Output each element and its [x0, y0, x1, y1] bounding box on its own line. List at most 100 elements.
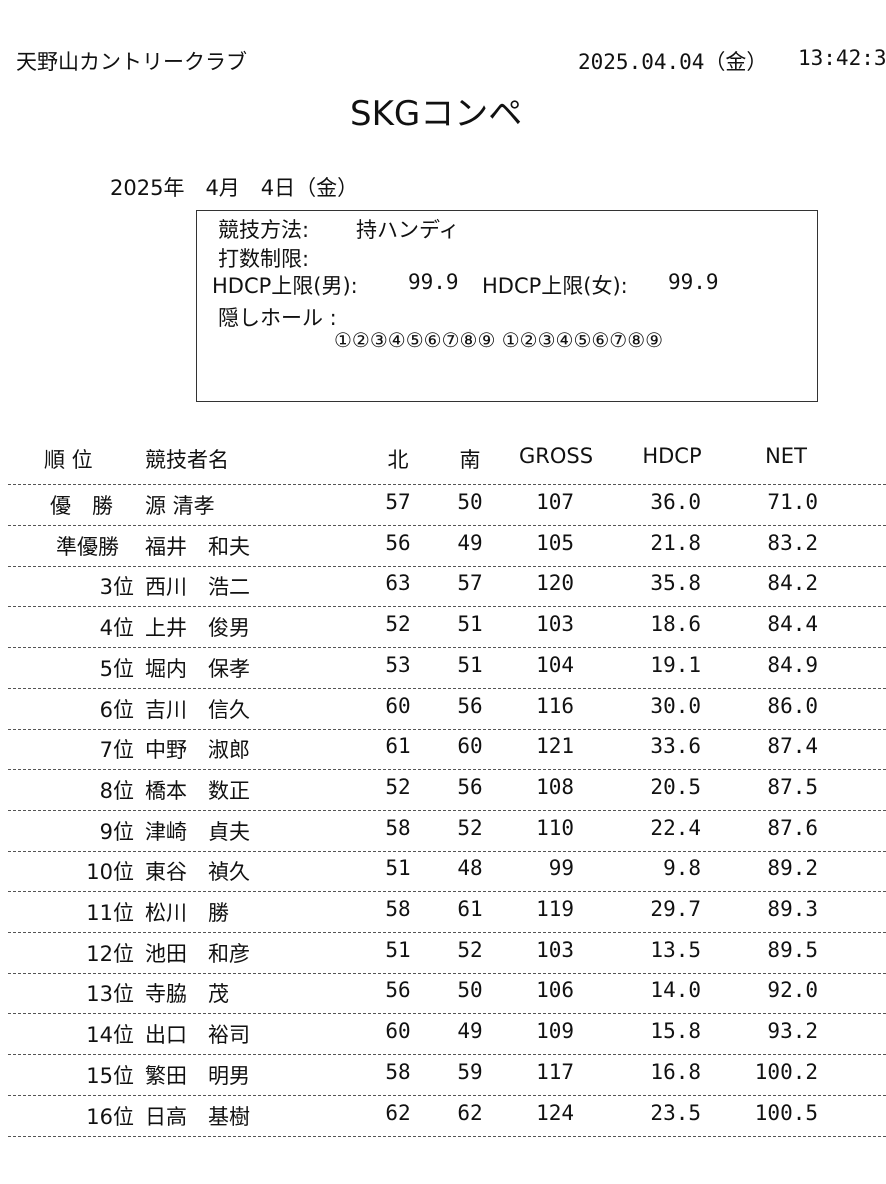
north-cell: 58 [385, 815, 411, 840]
net-cell: 87.5 [767, 774, 818, 799]
net-cell: 71.0 [767, 490, 818, 514]
row-rule [8, 565, 886, 567]
player-cell: 上井 俊男 [145, 616, 250, 641]
player-cell: 出口 裕司 [145, 1023, 250, 1048]
hdcp-female: 99.9 [668, 270, 719, 294]
north-cell: 58 [385, 1059, 411, 1084]
north-cell: 56 [385, 530, 411, 555]
south-cell: 51 [457, 612, 483, 637]
row-rule [8, 1094, 886, 1096]
rank-cell: 8位 [99, 778, 134, 803]
south-cell: 50 [457, 978, 483, 1003]
club-name: 天野山カントリークラブ [16, 50, 247, 74]
north-cell: 51 [385, 856, 411, 881]
net-cell: 89.3 [767, 897, 818, 921]
hdcp-cell: 33.6 [650, 734, 701, 759]
gross-cell: 105 [536, 530, 574, 555]
player-cell: 橋本 数正 [145, 778, 250, 803]
south-cell: 51 [457, 652, 483, 677]
hdcp-cell: 13.5 [650, 937, 701, 962]
player-cell: 日高 基樹 [145, 1104, 250, 1129]
column-header: GROSS [518, 444, 594, 468]
hdcp-cell: 36.0 [650, 490, 701, 514]
hdcp-cell: 20.5 [650, 774, 701, 799]
row-rule [8, 850, 886, 852]
net-cell: 87.6 [767, 815, 818, 840]
gross-cell: 116 [536, 693, 574, 718]
column-header: 南 [459, 448, 481, 472]
player-cell: 中野 淑郎 [145, 738, 250, 763]
net-cell: 92.0 [767, 978, 818, 1003]
north-cell: 61 [385, 734, 411, 759]
north-cell: 58 [385, 897, 411, 921]
rank-cell: 9位 [99, 819, 134, 844]
gross-cell: 110 [536, 815, 574, 840]
rank-cell: 12位 [86, 941, 134, 966]
south-cell: 60 [457, 734, 483, 759]
player-cell: 堀内 保孝 [145, 656, 250, 681]
net-cell: 100.5 [754, 1100, 818, 1125]
south-cell: 52 [457, 815, 483, 840]
hidden-label: 隠しホール : [218, 306, 337, 330]
north-cell: 51 [385, 937, 411, 962]
rank-cell: 16位 [86, 1104, 134, 1129]
net-cell: 84.4 [767, 612, 818, 637]
row-rule [8, 728, 886, 730]
south-cell: 56 [457, 693, 483, 718]
gross-cell: 121 [536, 734, 574, 759]
player-cell: 西川 浩二 [145, 575, 250, 600]
north-cell: 62 [385, 1100, 411, 1125]
gross-cell: 119 [536, 897, 574, 921]
south-cell: 56 [457, 774, 483, 799]
gross-cell: 107 [536, 490, 574, 514]
rank-cell: 優 勝 [50, 494, 113, 518]
north-cell: 57 [385, 490, 411, 514]
player-cell: 津崎 貞夫 [145, 819, 250, 844]
player-cell: 繁田 明男 [145, 1063, 250, 1088]
gross-cell: 103 [536, 612, 574, 637]
conditions-box [196, 210, 818, 402]
method-label: 競技方法: [218, 218, 310, 242]
gross-cell: 108 [536, 774, 574, 799]
hdcp-cell: 22.4 [650, 815, 701, 840]
column-header: 順 位 [44, 448, 93, 472]
rank-cell: 11位 [86, 901, 134, 925]
rank-cell: 7位 [99, 738, 134, 763]
south-cell: 52 [457, 937, 483, 962]
hdcp-cell: 15.8 [650, 1019, 701, 1044]
column-header: HDCP [642, 444, 702, 468]
net-cell: 100.2 [754, 1059, 818, 1084]
north-cell: 63 [385, 571, 411, 596]
column-header: 競技者名 [145, 448, 229, 472]
row-rule [8, 1054, 886, 1056]
north-cell: 52 [385, 774, 411, 799]
south-cell: 57 [457, 571, 483, 596]
hdcp-male-label: HDCP上限(男): [212, 274, 358, 298]
row-rule [8, 1013, 886, 1015]
net-cell: 93.2 [767, 1019, 818, 1044]
rank-cell: 6位 [99, 697, 134, 722]
row-rule [8, 769, 886, 771]
hdcp-male: 99.9 [408, 270, 459, 294]
player-cell: 寺脇 茂 [145, 982, 229, 1007]
gross-cell: 120 [536, 571, 574, 596]
north-cell: 56 [385, 978, 411, 1003]
row-rule [8, 932, 886, 933]
event-date: 2025年 4月 4日（金） [110, 176, 359, 200]
column-header: 北 [387, 448, 409, 472]
hidden-holes: ①②③④⑤⑥⑦⑧⑨ ①②③④⑤⑥⑦⑧⑨ [334, 328, 664, 352]
column-header: NET [765, 444, 807, 468]
hdcp-cell: 29.7 [650, 897, 701, 921]
header-rule [8, 484, 886, 485]
net-cell: 89.2 [767, 856, 818, 881]
hdcp-cell: 30.0 [650, 693, 701, 718]
limit-label: 打数制限: [218, 247, 310, 271]
hdcp-cell: 9.8 [663, 856, 701, 881]
gross-cell: 124 [536, 1100, 574, 1125]
net-cell: 89.5 [767, 937, 818, 962]
south-cell: 62 [457, 1100, 483, 1125]
north-cell: 60 [385, 693, 411, 718]
rank-cell: 14位 [86, 1023, 134, 1048]
net-cell: 86.0 [767, 693, 818, 718]
hdcp-cell: 19.1 [650, 652, 701, 677]
